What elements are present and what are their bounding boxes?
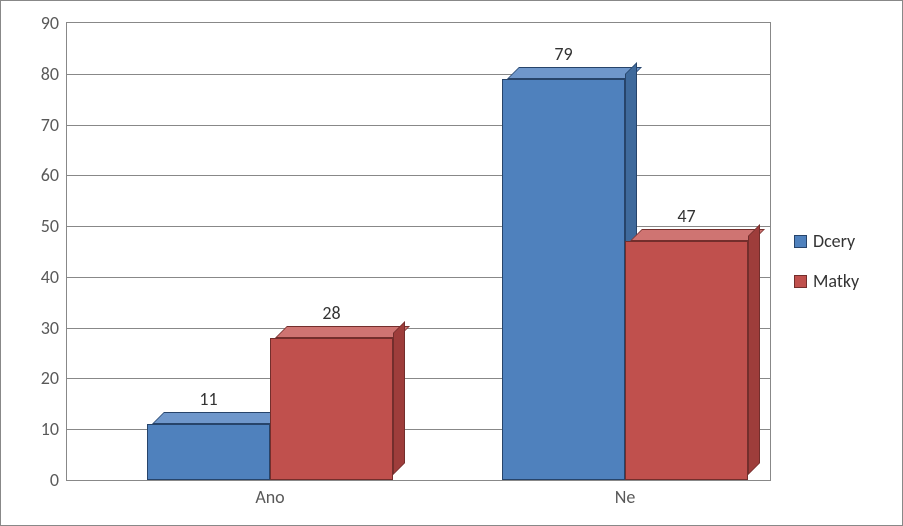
legend-item: Matky xyxy=(794,270,859,292)
bar-side xyxy=(748,224,760,475)
bar: 79 xyxy=(502,79,625,480)
data-label: 47 xyxy=(677,205,695,227)
x-axis-tick-label: Ne xyxy=(615,486,636,508)
bar-top xyxy=(152,412,287,424)
bar: 47 xyxy=(625,241,748,480)
y-axis-tick-label: 20 xyxy=(19,367,59,389)
x-axis-tick-label: Ano xyxy=(255,486,284,508)
grid-line xyxy=(67,74,770,75)
y-axis-tick-label: 70 xyxy=(19,114,59,136)
bar: 28 xyxy=(270,338,393,480)
grid-line xyxy=(67,175,770,176)
y-axis-tick-label: 30 xyxy=(19,317,59,339)
chart-container: 01020304050607080901128Ano7947Ne DceryMa… xyxy=(0,0,903,526)
y-axis-tick-label: 80 xyxy=(19,63,59,85)
y-axis-tick-label: 50 xyxy=(19,215,59,237)
grid-line xyxy=(67,226,770,227)
bar-top xyxy=(275,326,410,338)
legend-label: Matky xyxy=(813,270,859,292)
legend-swatch xyxy=(794,235,807,248)
y-axis-tick-label: 60 xyxy=(19,164,59,186)
data-label: 28 xyxy=(322,302,340,324)
bar-side xyxy=(393,321,405,475)
plot-area: 01020304050607080901128Ano7947Ne xyxy=(66,22,771,481)
bar-face xyxy=(502,79,625,480)
y-axis-tick-label: 10 xyxy=(19,418,59,440)
data-label: 11 xyxy=(199,388,217,410)
legend: Dcery Matky xyxy=(794,230,859,292)
y-axis-tick-label: 0 xyxy=(19,469,59,491)
legend-label: Dcery xyxy=(813,230,855,252)
y-axis-tick-label: 90 xyxy=(19,12,59,34)
bar-top xyxy=(507,67,642,79)
y-axis-tick-label: 40 xyxy=(19,266,59,288)
bar-face xyxy=(147,424,270,480)
bar-face xyxy=(625,241,748,480)
bar-face xyxy=(270,338,393,480)
bar-top xyxy=(630,229,765,241)
bar: 11 xyxy=(147,424,270,480)
data-label: 79 xyxy=(554,43,572,65)
legend-item: Dcery xyxy=(794,230,859,252)
grid-line xyxy=(67,125,770,126)
legend-swatch xyxy=(794,275,807,288)
